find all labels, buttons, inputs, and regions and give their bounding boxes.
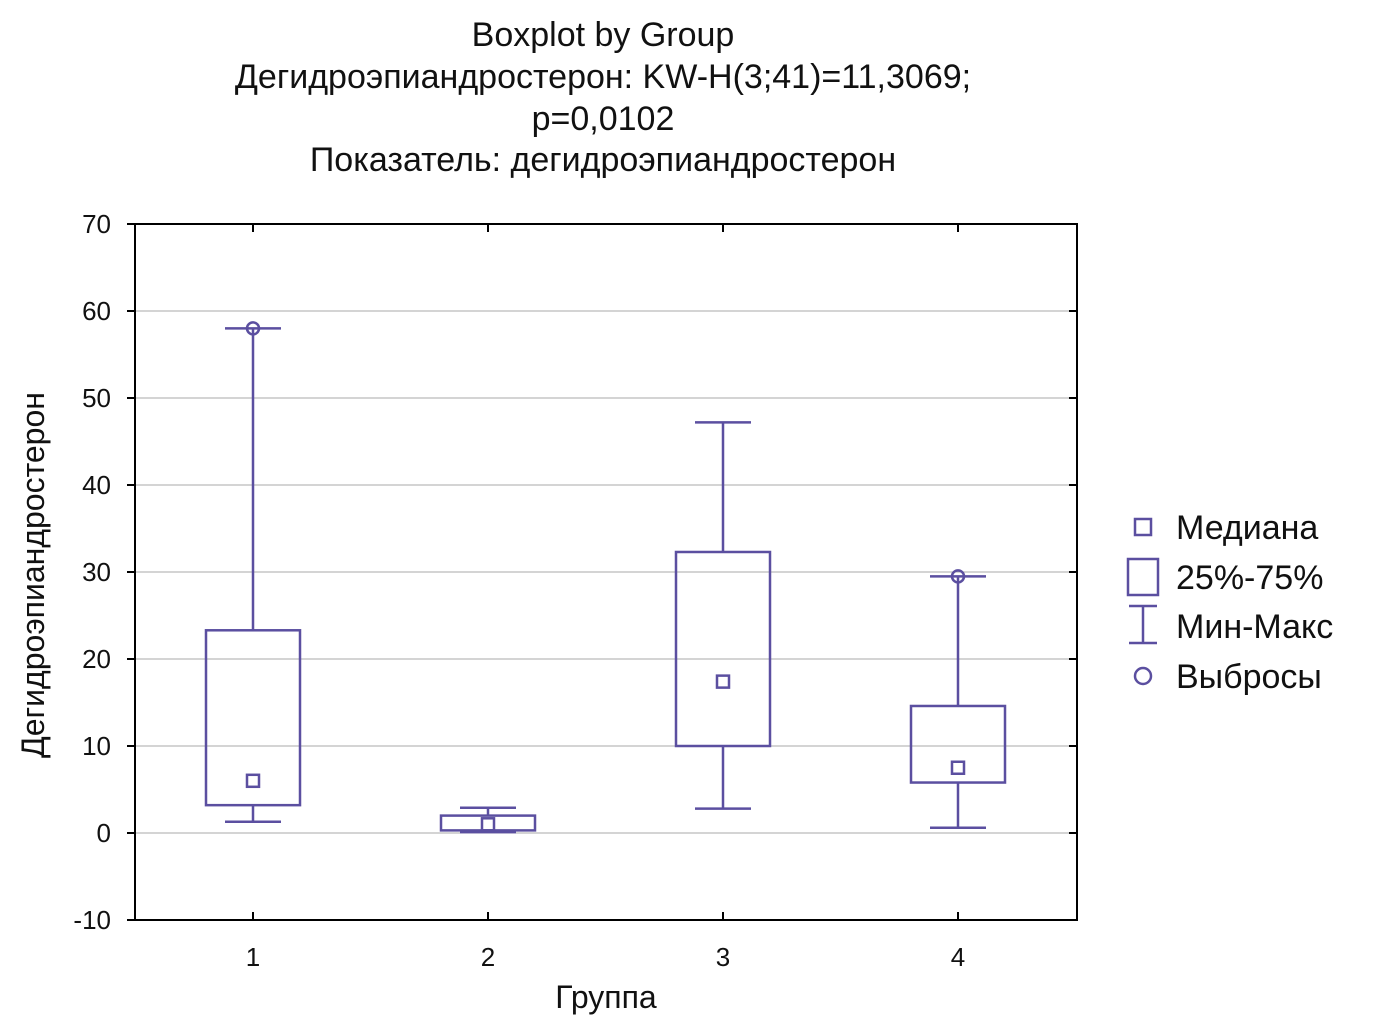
- chart-title-line-1: Boxplot by Group: [472, 16, 735, 54]
- y-tick-label: 10: [82, 731, 111, 761]
- y-tick-label: 20: [82, 644, 111, 674]
- legend-box-icon: [1126, 557, 1160, 597]
- chart-title-line-4: Показатель: дегидроэпиандростерон: [310, 141, 896, 179]
- legend-label: Выбросы: [1176, 658, 1322, 696]
- y-tick-label: -10: [73, 905, 111, 935]
- y-axis-label: Дегидроэпиандростерон: [15, 392, 51, 758]
- iqr-box: [674, 550, 772, 748]
- y-tick-label: 70: [82, 209, 111, 239]
- legend-label: 25%-75%: [1176, 559, 1323, 597]
- outlier-point: [950, 569, 966, 584]
- iqr-box: [204, 629, 302, 807]
- median-marker: [715, 674, 731, 689]
- chart-title-line-3: p=0,0102: [532, 100, 675, 138]
- y-tick-label: 50: [82, 383, 111, 413]
- median-marker: [245, 773, 261, 789]
- chart-title-line-2: Дегидроэпиандростерон: KW-H(3;41)=11,306…: [235, 58, 971, 96]
- median-marker: [480, 817, 496, 832]
- x-tick-label: 1: [246, 942, 260, 972]
- median-marker: [950, 760, 966, 775]
- legend-label: Медиана: [1176, 509, 1318, 547]
- y-tick-label: 30: [82, 557, 111, 587]
- legend-median-icon: [1133, 517, 1153, 537]
- x-tick-label: 4: [951, 942, 965, 972]
- iqr-box: [909, 704, 1007, 784]
- legend-label: Мин-Макс: [1176, 608, 1333, 646]
- y-tick-label: 60: [82, 296, 111, 326]
- outlier-point: [245, 321, 261, 336]
- legend-outlier-icon: [1133, 666, 1153, 686]
- x-tick-label: 3: [716, 942, 730, 972]
- y-tick-label: 40: [82, 470, 111, 500]
- x-axis-label: Группа: [555, 979, 657, 1015]
- x-tick-label: 2: [481, 942, 495, 972]
- y-tick-label: 0: [97, 818, 111, 848]
